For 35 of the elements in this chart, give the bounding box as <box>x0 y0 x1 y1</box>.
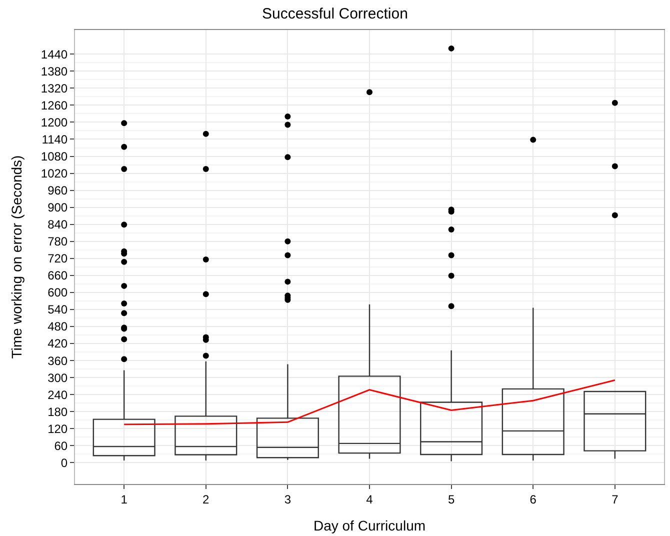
y-tick-label: 1380 <box>40 64 68 78</box>
x-tick-label: 2 <box>202 492 210 506</box>
y-tick-label: 420 <box>48 336 68 351</box>
x-tick-label: 1 <box>120 492 128 506</box>
y-tick-label: 0 <box>60 456 68 470</box>
y-axis-title: Time working on error (Seconds) <box>8 155 24 359</box>
y-tick-label: 840 <box>48 218 68 232</box>
y-tick-label: 960 <box>48 184 68 198</box>
y-tick-label: 720 <box>48 252 68 266</box>
y-tick-label: 600 <box>48 286 68 300</box>
y-tick-label: 1440 <box>40 47 68 62</box>
y-tick-label: 300 <box>48 370 68 385</box>
y-tick-label: 60 <box>54 438 68 453</box>
y-tick-label: 1080 <box>40 149 68 164</box>
y-tick-label: 120 <box>48 422 68 436</box>
x-axis-title: Day of Curriculum <box>313 518 426 534</box>
y-tick-label: 180 <box>48 404 68 419</box>
y-tick-label: 900 <box>48 200 68 215</box>
y-tick-label: 240 <box>48 388 68 402</box>
y-tick-label: 480 <box>48 320 68 334</box>
x-tick-label: 7 <box>612 492 619 506</box>
chart-title: Successful Correction <box>262 6 408 23</box>
y-tick-label: 1320 <box>40 81 68 96</box>
x-tick-label: 5 <box>448 492 455 506</box>
y-tick-label: 780 <box>48 234 68 249</box>
y-tick-label: 660 <box>48 268 68 283</box>
x-tick-label: 3 <box>284 492 292 506</box>
y-tick-label: 1200 <box>40 115 68 130</box>
x-tick-label: 6 <box>530 492 537 506</box>
x-tick-label: 4 <box>366 492 374 506</box>
y-tick-label: 1140 <box>42 132 68 146</box>
y-tick-label: 1260 <box>40 98 68 112</box>
y-tick-label: 360 <box>48 354 68 368</box>
y-tick-label: 1020 <box>40 166 68 180</box>
y-tick-label: 540 <box>48 302 68 317</box>
